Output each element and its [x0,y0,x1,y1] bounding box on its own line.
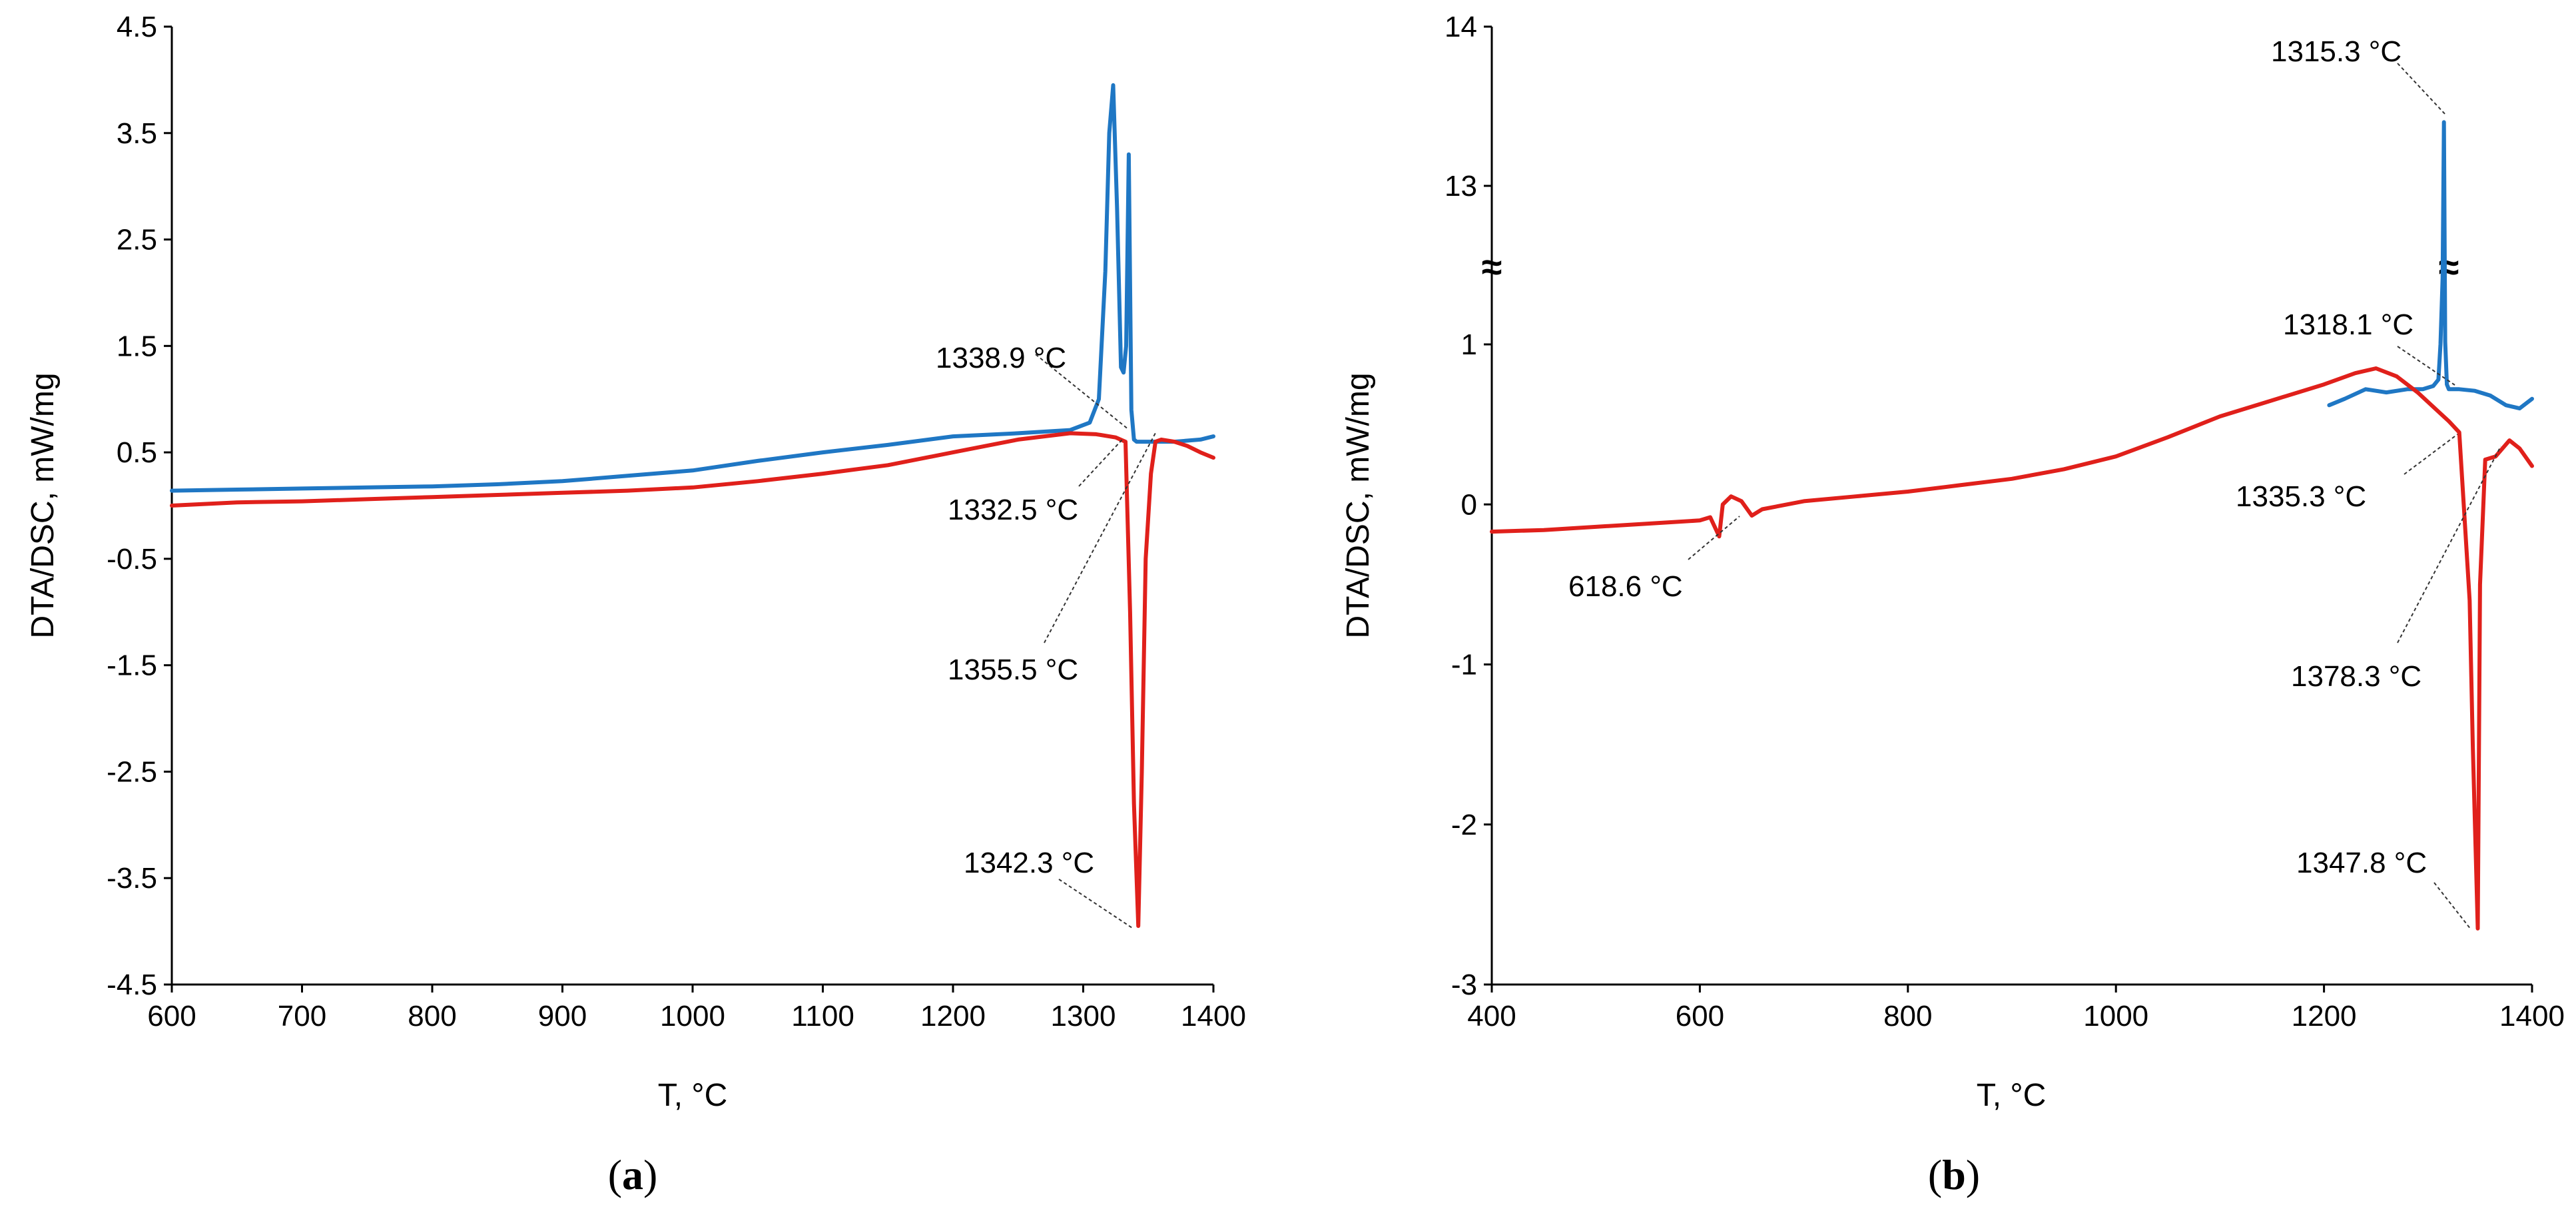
panel-b-y-tick-label: 14 [1445,11,1477,43]
panel-b-y-tick-label: -2 [1451,809,1477,841]
panel-a-x-tick-label: 1300 [1051,1000,1116,1032]
panel-b-axis-break-icon: ≈ [1482,246,1502,288]
panel-a-x-tick-label: 1200 [920,1000,986,1032]
panel-a-x-tick-label: 700 [278,1000,326,1032]
panel-b-series-blue [2327,120,2534,411]
panel-a-y-tick-label: 0.5 [117,436,157,469]
panel-b-y-tick-label: -3 [1451,969,1477,1001]
panel-a-series-red [170,431,1215,929]
panel-b-leader-1315-3 [2397,63,2446,115]
panel-b-x-tick-label: 600 [1676,1000,1724,1032]
panel-b-x-axis-label: T, °C [1977,1078,2047,1113]
panel-a-y-tick-label: -0.5 [107,543,157,576]
panel-a-x-tick-label: 1100 [791,1000,854,1032]
panel-b-x-tick-label: 800 [1883,1000,1932,1032]
panel-a-annotation-1332-5: 1332.5 °C [948,494,1078,526]
panel-b-annotation-618-6: 618.6 °C [1568,570,1683,603]
panel-a-caption: (a) [608,1151,658,1198]
panel-a-y-tick-label: 2.5 [117,224,157,256]
panel-b-x-tick-label: 400 [1467,1000,1516,1032]
panel-a-x-tick-label: 800 [408,1000,456,1032]
panel-b-leader-1335-3 [2404,434,2458,475]
panel-a-annotation-1338-9: 1338.9 °C [936,342,1066,374]
panel-a-x-axis-label: T, °C [658,1078,728,1113]
panel-a-leader-1338-9 [1035,354,1129,430]
panel-a-x-tick-label: 900 [538,1000,587,1032]
panel-b-y-tick-label: 1 [1461,328,1477,361]
panel-b-leader-1347-8 [2433,882,2471,930]
panel-b-y-axis-label: DTA/DSC, mW/mg [1341,372,1376,638]
panel-a-y-tick-label: 3.5 [117,117,157,150]
panel-b-x-tick-label: 1000 [2083,1000,2148,1032]
panel-b-y-tick-label: -1 [1451,649,1477,681]
panel-a-annotation-1342-3: 1342.3 °C [964,847,1094,879]
panel-b-caption: (b) [1928,1151,1980,1198]
panel-b-leader-618-6 [1688,516,1740,560]
panel-a-y-tick-label: -3.5 [107,862,157,895]
panel-b-annotation-1335-3: 1335.3 °C [2236,480,2366,513]
panel-b-leader-1378-3 [2397,446,2501,643]
panel-a-series-blue [170,83,1215,493]
panel-b-y-tick-label: 13 [1445,170,1477,202]
panel-a-x-tick-label: 1400 [1181,1000,1246,1032]
panel-b-annotation-1315-3: 1315.3 °C [2271,35,2402,68]
panel-b-y-tick-label: 0 [1461,488,1477,521]
panel-a-y-tick-label: 4.5 [117,11,157,43]
panel-a-chart: 4.5 3.5 2.5 1.5 0.5 -0.5 -1.5 -2.5 -3.5 -4.5 600 7… [25,11,1246,1198]
panel-a-y-tick-label: -1.5 [107,649,157,682]
panel-a-x-tick-label: 600 [147,1000,196,1032]
panel-b-annotation-1318-1: 1318.1 °C [2283,308,2414,341]
panel-a-leader-1342-3 [1058,879,1133,929]
panel-a-x-tick-label: 1000 [660,1000,725,1032]
panel-b-annotation-1347-8: 1347.8 °C [2296,847,2427,879]
panel-a-leader-1355-5 [1044,432,1156,643]
panel-a-y-axis-label: DTA/DSC, mW/mg [25,372,61,638]
panel-a-y-tick-label: -2.5 [107,755,157,788]
panel-b-series-red [1490,366,2534,931]
panel-a-y-tick-label: -4.5 [107,969,157,1001]
panel-a-annotation-1355-5: 1355.5 °C [948,653,1078,686]
panel-a-leader-1332-5 [1078,439,1123,487]
panel-b-x-tick-label: 1400 [2499,1000,2565,1032]
panel-b-annotation-1378-3: 1378.3 °C [2291,660,2421,693]
panel-b-x-tick-label: 1200 [2292,1000,2357,1032]
panel-a-y-tick-label: 1.5 [117,330,157,362]
